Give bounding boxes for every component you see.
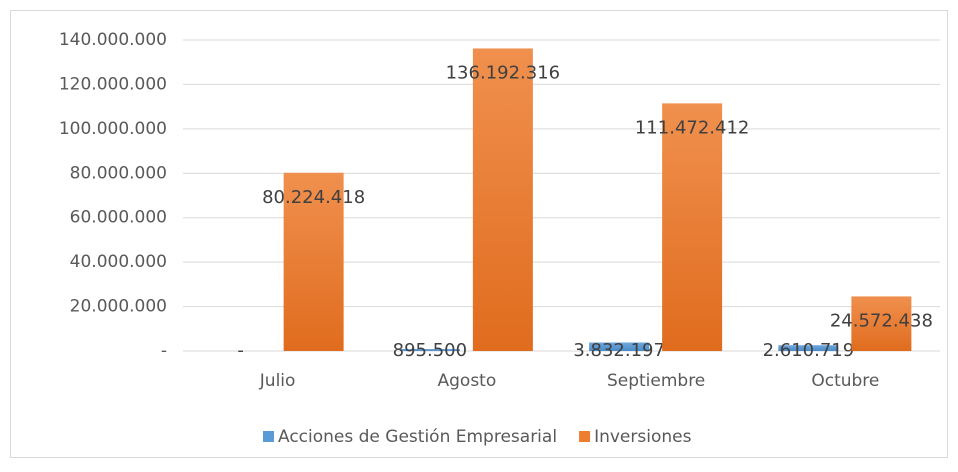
legend-label: Inversiones [594,427,692,447]
legend-label: Acciones de Gestión Empresarial [278,427,557,447]
y-tick-label: 60.000.000 [70,208,167,228]
bar [851,296,912,351]
data-label: 111.472.412 [635,117,750,138]
bar [283,172,344,351]
y-tick-label: 20.000.000 [70,297,167,317]
bar [589,342,650,351]
x-tick-label: Agosto [438,371,497,391]
data-label: 3.832.197 [573,340,665,361]
x-tick-label: Octubre [811,371,879,391]
y-tick-label: 140.000.000 [59,30,167,50]
x-tick-label: Julio [259,371,296,391]
data-label: 24.572.438 [830,310,933,331]
y-tick-label: 40.000.000 [70,252,167,272]
bar [662,103,723,351]
data-label: 895.500 [393,340,467,361]
y-tick-label: 100.000.000 [59,119,167,139]
x-tick-label: Septiembre [607,371,705,391]
y-tick-label: 80.000.000 [70,163,167,183]
bar [472,48,533,351]
bar [399,349,460,351]
data-label: - [237,340,244,361]
y-tick-label: 120.000.000 [59,74,167,94]
y-tick-label: - [161,341,167,361]
data-label: 80.224.418 [262,187,365,208]
data-label: 2.610.719 [763,340,855,361]
legend-swatch [263,431,274,442]
bar [778,345,839,351]
legend-swatch [579,431,591,442]
data-label: 136.192.316 [446,62,561,83]
